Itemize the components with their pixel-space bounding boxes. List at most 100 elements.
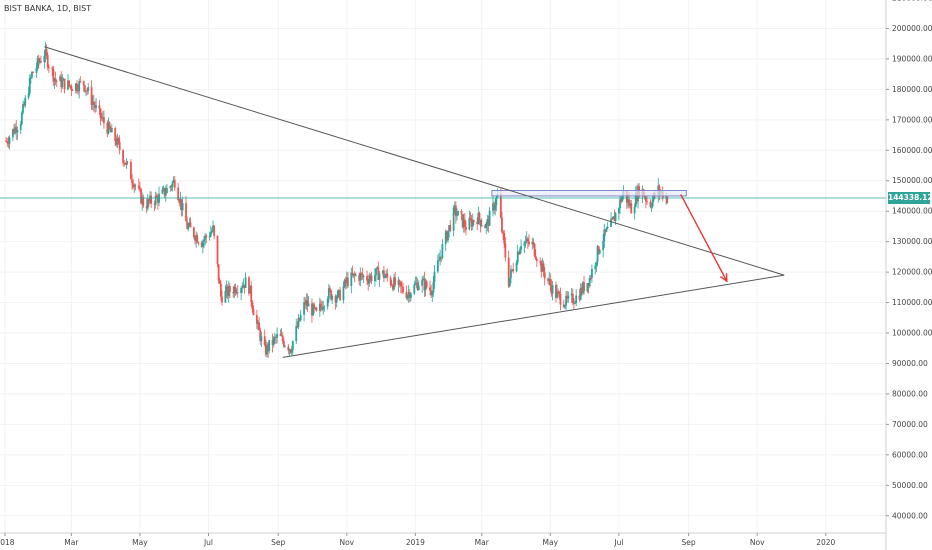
candle: [539, 257, 542, 266]
candle: [153, 200, 156, 212]
candle: [492, 196, 494, 217]
candle: [28, 74, 31, 96]
y-tick-label: 120000.00: [892, 268, 932, 277]
candle: [117, 136, 120, 145]
candle: [60, 71, 63, 93]
y-tick-label: 200000.00: [892, 24, 932, 33]
y-tick-label: 190000.00: [892, 54, 932, 63]
candle: [551, 280, 554, 301]
candle: [213, 224, 216, 240]
candle: [169, 185, 172, 192]
candle: [465, 220, 467, 236]
candle: [430, 284, 433, 298]
candle: [299, 309, 302, 322]
candle: [282, 338, 285, 349]
candle: [154, 191, 157, 209]
candle: [125, 158, 128, 169]
candle: [389, 275, 392, 288]
candle: [101, 111, 104, 122]
candle: [564, 304, 566, 310]
candle: [259, 327, 262, 345]
candle: [45, 44, 48, 60]
candle: [575, 288, 578, 307]
candle: [195, 231, 198, 248]
candle: [59, 74, 61, 82]
candle: [140, 187, 142, 205]
candle: [347, 272, 349, 289]
candle: [548, 271, 551, 286]
x-tick-label: May: [132, 538, 148, 547]
candle: [595, 261, 598, 272]
candle: [40, 55, 42, 64]
candle: [520, 239, 522, 254]
candle: [375, 268, 377, 282]
candle: [452, 205, 455, 237]
y-tick-label: 210000.00: [892, 0, 932, 3]
candle: [106, 120, 109, 138]
candle: [82, 80, 85, 92]
candle: [6, 137, 9, 147]
candle: [173, 176, 176, 192]
candle: [633, 203, 636, 220]
candle: [362, 274, 365, 284]
candle: [78, 78, 81, 99]
candle: [37, 54, 40, 69]
x-tick-label: Sep: [682, 538, 696, 547]
candle: [313, 302, 316, 314]
candle: [352, 273, 355, 279]
candle: [424, 278, 427, 297]
x-tick-label: Mar: [64, 538, 79, 547]
price-axis[interactable]: 40000.00 50000.00 60000.00 70000.00 80000.00…: [886, 0, 932, 520]
candle: [303, 296, 305, 322]
candle: [226, 284, 229, 299]
y-tick-label: 130000.00: [892, 237, 932, 246]
candle: [91, 95, 94, 111]
candle: [16, 126, 19, 140]
candle: [417, 280, 420, 291]
candle: [397, 276, 400, 293]
candle: [415, 276, 418, 289]
candle: [612, 216, 615, 220]
candle: [339, 286, 341, 302]
candle: [392, 283, 394, 292]
candle: [646, 195, 648, 205]
candle: [83, 84, 86, 93]
candle: [350, 267, 353, 294]
candle: [209, 225, 212, 238]
candle: [327, 284, 330, 303]
candle: [334, 294, 337, 310]
candle: [493, 201, 495, 214]
candle: [19, 120, 22, 135]
time-axis[interactable]: 2018 Mar May Jul Sep Nov 2019 Mar May Jul Sep Nov 20…: [0, 533, 836, 547]
candle: [14, 123, 17, 135]
candle: [47, 64, 50, 73]
candle: [649, 199, 652, 209]
candle: [295, 318, 298, 345]
candle: [158, 186, 160, 207]
candle: [36, 55, 39, 71]
candle: [503, 229, 506, 248]
candle: [77, 84, 79, 95]
candle: [257, 319, 259, 331]
candle: [315, 306, 318, 312]
candle: [378, 270, 381, 288]
candle: [255, 309, 258, 330]
candle: [457, 210, 460, 216]
candle: [555, 281, 557, 303]
candle: [462, 213, 465, 233]
candle: [394, 271, 397, 287]
x-tick-label: May: [543, 538, 559, 547]
candle: [311, 298, 313, 323]
candle: [164, 185, 167, 202]
candle: [306, 293, 309, 312]
candle: [393, 274, 395, 291]
candlestick-series: [5, 42, 669, 358]
candle: [377, 261, 380, 281]
candle: [46, 52, 49, 71]
candle: [134, 183, 137, 191]
candle: [326, 296, 329, 310]
candle: [146, 193, 149, 211]
y-tick-label: 140000.00: [892, 207, 932, 216]
candle: [597, 245, 600, 255]
